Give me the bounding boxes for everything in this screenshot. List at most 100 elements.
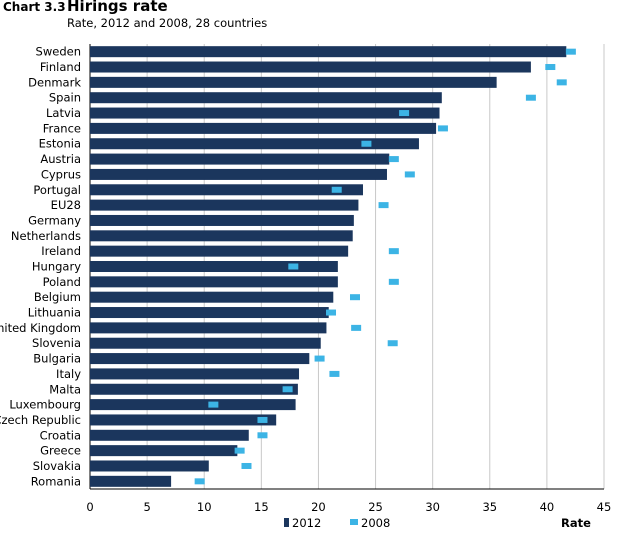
category-label: Austria — [40, 152, 81, 166]
bar-2012 — [90, 230, 353, 242]
bar-2012 — [90, 460, 209, 472]
category-label: Spain — [49, 91, 81, 105]
bar-2012 — [90, 475, 172, 487]
category-label: Luxembourg — [9, 398, 81, 412]
category-label: Denmark — [28, 75, 81, 89]
marker-2008 — [525, 94, 536, 101]
bar-2012 — [90, 291, 334, 303]
category-label: Germany — [28, 213, 81, 227]
x-tick-label: 0 — [86, 500, 93, 514]
bar-2012 — [90, 307, 329, 319]
bar-2012 — [90, 184, 363, 196]
bar-2012 — [90, 214, 354, 226]
bar-2012 — [90, 92, 442, 104]
bar-2012 — [90, 138, 419, 150]
chart-subtitle: Rate, 2012 and 2008, 28 countries — [67, 16, 268, 30]
marker-2008 — [234, 447, 245, 454]
bar-2012 — [90, 261, 338, 272]
bar-2012 — [90, 353, 310, 365]
category-label: Slovakia — [33, 459, 81, 473]
category-label: Hungary — [32, 260, 81, 274]
category-label: EU28 — [51, 198, 81, 212]
bar-2012 — [90, 61, 531, 73]
category-label: Cyprus — [41, 167, 81, 181]
bar-2012 — [90, 276, 338, 288]
marker-2008 — [388, 278, 399, 285]
x-tick-label: 35 — [482, 500, 497, 514]
x-tick-label: 10 — [197, 500, 212, 514]
category-label: Sweden — [36, 45, 81, 59]
x-tick-label: 5 — [143, 500, 150, 514]
category-label: France — [43, 121, 81, 135]
marker-2008 — [404, 171, 415, 178]
category-label: Romania — [31, 474, 81, 488]
marker-2008 — [208, 401, 219, 408]
bar-2012 — [90, 199, 359, 211]
bar-2012 — [90, 76, 497, 88]
category-label: Croatia — [40, 428, 81, 442]
marker-2008 — [378, 202, 389, 209]
marker-2008 — [241, 462, 252, 469]
legend-swatch-2008 — [350, 519, 358, 525]
marker-2008 — [565, 48, 576, 55]
category-label: Slovenia — [32, 336, 81, 350]
x-tick-label: 30 — [425, 500, 440, 514]
marker-2008 — [361, 140, 372, 147]
bar-2012 — [90, 168, 387, 180]
category-label: United Kingdom — [0, 321, 81, 335]
marker-2008 — [331, 186, 342, 193]
bar-2012 — [90, 429, 249, 441]
marker-2008 — [282, 386, 293, 393]
marker-2008 — [257, 416, 268, 423]
bar-2012 — [90, 107, 440, 119]
marker-2008 — [387, 340, 398, 347]
category-label: Latvia — [46, 106, 81, 120]
legend-swatch-2012 — [284, 518, 289, 527]
category-label: Belgium — [34, 290, 81, 304]
category-label: Czech Republic — [0, 413, 81, 427]
bar-2012 — [90, 122, 437, 134]
category-label: Portugal — [33, 183, 81, 197]
x-axis-title: Rate — [561, 516, 591, 530]
category-label: Greece — [40, 444, 81, 458]
marker-2008 — [329, 370, 340, 377]
x-tick-label: 45 — [597, 500, 612, 514]
marker-2008 — [388, 248, 399, 255]
bar-2012 — [90, 383, 298, 395]
category-label: Poland — [43, 275, 81, 289]
x-tick-label: 40 — [540, 500, 555, 514]
marker-2008 — [288, 263, 299, 270]
bar-2012 — [90, 322, 327, 334]
bar-2012 — [90, 245, 349, 257]
legend-label-2012: 2012 — [292, 516, 321, 530]
bar-2012 — [90, 368, 300, 380]
bar-2012 — [90, 153, 390, 165]
marker-2008 — [349, 294, 360, 301]
bar-2012 — [90, 46, 567, 58]
marker-2008 — [326, 309, 337, 316]
legend-label-2008: 2008 — [361, 516, 390, 530]
bar-2012 — [90, 445, 238, 457]
marker-2008 — [257, 432, 268, 439]
category-label: Bulgaria — [33, 352, 81, 366]
x-tick-label: 15 — [254, 500, 269, 514]
marker-2008 — [437, 125, 448, 132]
marker-2008 — [399, 110, 410, 117]
x-tick-label: 25 — [368, 500, 383, 514]
marker-2008 — [194, 478, 205, 485]
category-label: Malta — [49, 382, 81, 396]
bar-2012 — [90, 414, 277, 426]
marker-2008 — [556, 79, 567, 86]
bar-2012 — [90, 337, 321, 349]
category-label: Lithuania — [28, 306, 81, 320]
x-tick-label: 20 — [311, 500, 326, 514]
chart-number: Chart 3.3 — [3, 0, 66, 14]
marker-2008 — [314, 355, 325, 362]
category-label: Finland — [40, 60, 81, 74]
category-label: Estonia — [39, 137, 81, 151]
marker-2008 — [545, 64, 556, 71]
category-label: Ireland — [41, 244, 81, 258]
category-label: Netherlands — [11, 229, 81, 243]
marker-2008 — [388, 156, 399, 163]
